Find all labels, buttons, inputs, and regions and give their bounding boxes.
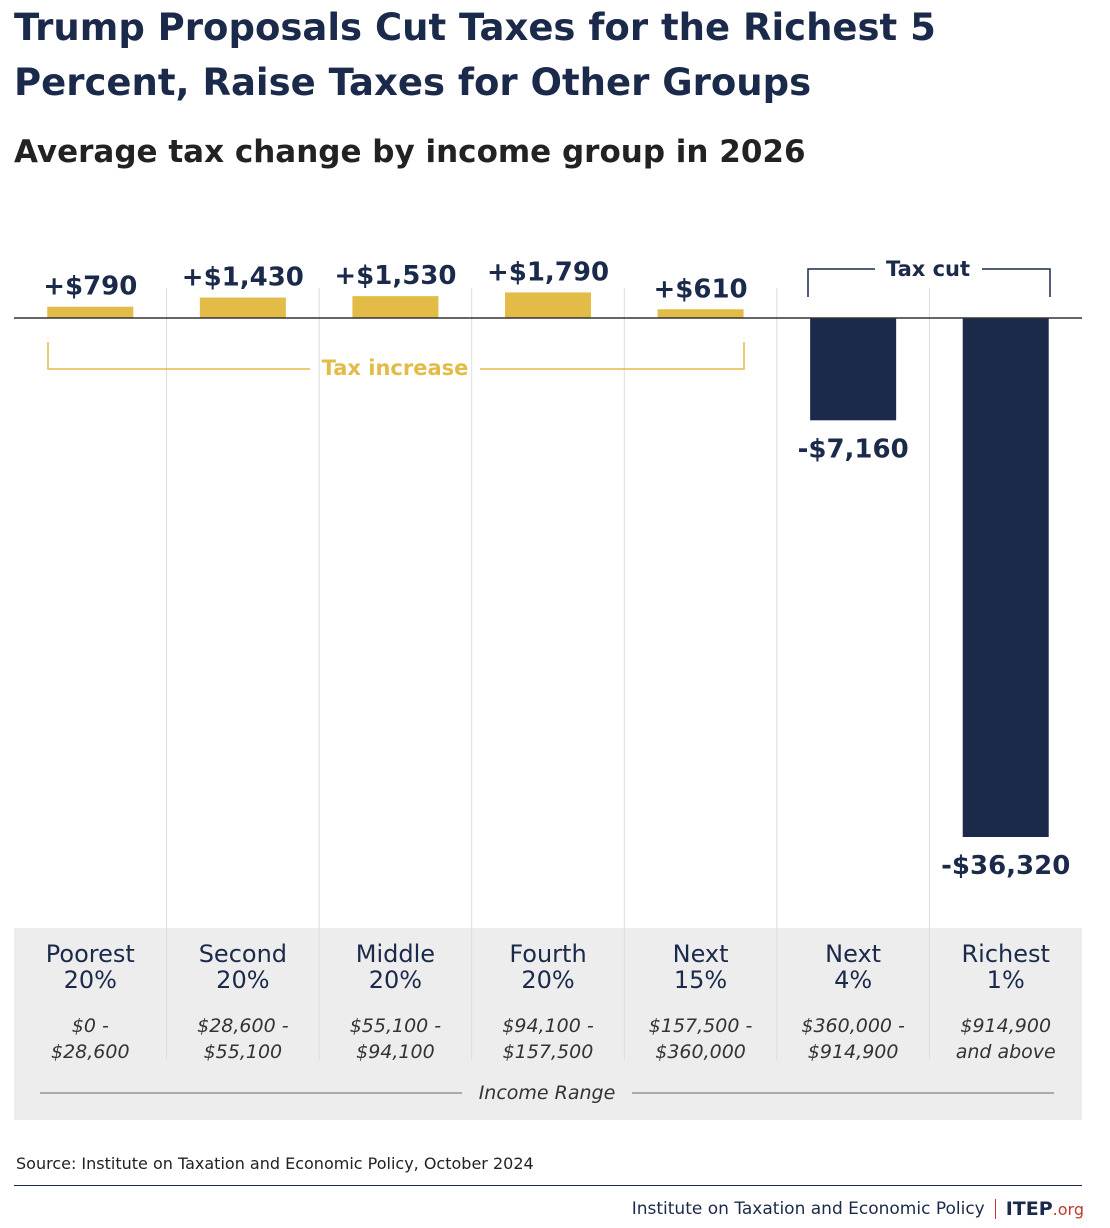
category-label: 15% bbox=[674, 966, 727, 994]
tax-increase-label: Tax increase bbox=[322, 356, 469, 380]
income-range-label: $28,600 - bbox=[197, 1015, 289, 1037]
income-range-label: $0 - bbox=[72, 1015, 109, 1037]
bar-3 bbox=[352, 296, 439, 318]
bar-2 bbox=[199, 297, 286, 318]
tax-cut-bracket bbox=[982, 268, 1051, 297]
category-label: 20% bbox=[521, 966, 574, 994]
itep-logo[interactable]: ITEP.org bbox=[1006, 1198, 1084, 1220]
chart-title: Trump Proposals Cut Taxes for the Riches… bbox=[14, 6, 936, 104]
bar-1 bbox=[47, 306, 134, 318]
income-range-label: $94,100 - bbox=[502, 1015, 594, 1037]
category-label: Fourth bbox=[509, 940, 586, 968]
category-label: 20% bbox=[369, 966, 422, 994]
data-label-5: +$610 bbox=[653, 274, 747, 304]
income-range-label: $157,500 bbox=[503, 1041, 594, 1063]
tax-cut-bracket bbox=[807, 268, 875, 297]
logo-suffix: .org bbox=[1052, 1200, 1084, 1219]
income-range-label: $157,500 - bbox=[649, 1015, 753, 1037]
category-label: 1% bbox=[987, 966, 1025, 994]
category-label: 20% bbox=[216, 966, 269, 994]
category-label: Next bbox=[673, 940, 729, 968]
footer-divider bbox=[14, 1185, 1082, 1186]
data-label-2: +$1,430 bbox=[182, 263, 304, 293]
income-range-label: $55,100 - bbox=[350, 1015, 442, 1037]
income-range-label: and above bbox=[956, 1041, 1056, 1063]
income-range-label: $360,000 bbox=[655, 1041, 746, 1063]
tax-increase-bracket bbox=[480, 342, 745, 370]
bar-4 bbox=[505, 292, 591, 318]
data-label-3: +$1,530 bbox=[334, 261, 456, 291]
category-panel bbox=[14, 928, 1082, 1120]
category-label: Poorest bbox=[46, 940, 135, 968]
logo-main: ITEP bbox=[1005, 1198, 1053, 1220]
bar-5 bbox=[657, 309, 744, 318]
income-range-label: $28,600 bbox=[51, 1041, 130, 1063]
income-range-label: $94,100 bbox=[356, 1041, 435, 1063]
source-note: Source: Institute on Taxation and Econom… bbox=[16, 1154, 534, 1173]
data-label-1: +$790 bbox=[43, 272, 137, 302]
category-label: Next bbox=[825, 940, 881, 968]
footer: Institute on Taxation and Economic Polic… bbox=[632, 1198, 1084, 1220]
income-range-label: $360,000 - bbox=[801, 1015, 905, 1037]
tax-increase-bracket bbox=[47, 342, 310, 370]
bar-7 bbox=[962, 318, 1049, 837]
data-label-4: +$1,790 bbox=[487, 257, 609, 287]
category-label: Richest bbox=[961, 940, 1049, 968]
x-axis-label: Income Range bbox=[479, 1082, 616, 1104]
income-range-label: $914,900 bbox=[960, 1015, 1051, 1037]
tax-cut-label: Tax cut bbox=[886, 257, 970, 281]
data-label-6: -$7,160 bbox=[798, 434, 909, 464]
category-label: Middle bbox=[356, 940, 435, 968]
category-label: 4% bbox=[834, 966, 872, 994]
income-range-label: $55,100 bbox=[204, 1041, 283, 1063]
footer-org-name: Institute on Taxation and Economic Polic… bbox=[631, 1199, 985, 1219]
data-label-7: -$36,320 bbox=[941, 851, 1070, 881]
bar-6 bbox=[810, 318, 897, 421]
footer-separator bbox=[994, 1199, 996, 1219]
chart-subtitle: Average tax change by income group in 20… bbox=[14, 134, 806, 170]
category-label: Second bbox=[199, 940, 287, 968]
category-label: 20% bbox=[64, 966, 117, 994]
income-range-label: $914,900 bbox=[808, 1041, 899, 1063]
